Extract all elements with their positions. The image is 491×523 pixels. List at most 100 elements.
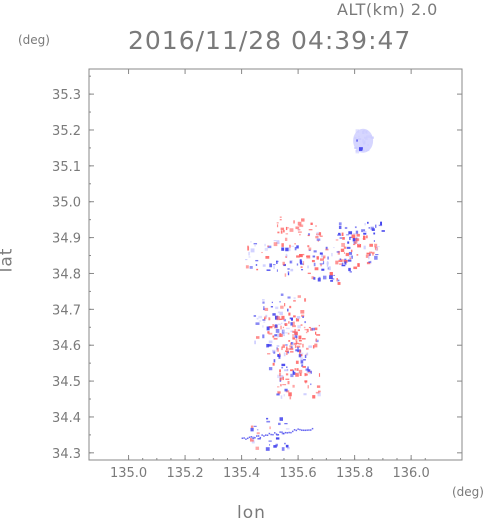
data-cell [368,261,371,263]
data-cell [252,437,254,439]
data-cell [282,432,285,435]
data-cell [261,434,263,436]
data-cell [292,384,295,388]
data-cell [318,232,322,236]
data-cell [297,347,299,349]
data-cell [291,369,294,371]
data-cell [357,244,362,248]
data-cell [318,324,320,327]
data-cell [289,345,293,348]
data-cell [281,431,283,433]
data-cell [286,348,291,350]
data-cell [306,429,308,431]
data-cell [349,271,352,273]
data-cell [299,233,301,236]
data-cell [316,385,321,388]
y-tick-label: 35.2 [52,124,81,139]
data-cell [330,279,334,282]
data-cell [291,430,294,433]
data-cell [311,427,314,430]
data-cell [299,428,301,431]
y-tick-label: 35.1 [52,160,81,175]
plot-frame [88,68,463,461]
data-cell [255,446,260,450]
data-cell [299,259,302,264]
data-cell [290,369,293,372]
data-cell [297,295,301,298]
data-cell [370,135,372,139]
data-cell [277,240,280,244]
data-cell [266,269,271,271]
data-cell [321,254,324,258]
data-cell [338,222,342,226]
data-cell [320,258,324,261]
data-cell [294,334,298,338]
data-cell [297,428,299,430]
data-cell [322,255,326,259]
data-cell [305,332,308,334]
data-cell [341,264,346,267]
data-cell [289,305,292,309]
data-cell [272,362,275,366]
data-cell [315,391,320,394]
data-cell [336,278,338,282]
data-cell [363,236,366,240]
data-cell [278,422,281,426]
data-cell [355,230,359,234]
data-cell [296,255,300,258]
data-cell [272,433,274,436]
data-cell [279,431,281,433]
data-cell [255,264,258,266]
data-cell [329,275,333,280]
data-cell [262,325,264,328]
data-cell [280,293,284,296]
data-cell [275,437,280,440]
data-cell [308,229,313,231]
data-cell [282,329,286,333]
data-cell [292,330,295,333]
data-cell [241,437,244,440]
data-cell [285,344,288,346]
data-cell [289,228,294,232]
data-cell [284,237,288,241]
data-cell [293,315,296,318]
data-cell [270,306,274,308]
data-cell [316,334,321,336]
data-cell [282,326,285,329]
data-cell [287,351,290,354]
data-cell [279,216,282,218]
data-cell [353,266,358,270]
data-cell [317,278,321,282]
data-cell [277,390,281,393]
data-cell [291,342,293,345]
data-cell [290,330,293,333]
data-cell [277,311,281,314]
data-cell [268,332,273,335]
data-cell [356,139,358,142]
data-cell [361,229,366,233]
data-cell [357,138,362,140]
data-cell [263,306,265,310]
data-cell [367,144,369,147]
data-cell [284,369,288,372]
data-cell [297,329,300,332]
data-cell [278,356,281,359]
data-cell [285,226,288,231]
data-cell [303,393,307,396]
data-cell [342,237,345,240]
data-cell [288,431,290,434]
data-cell [285,327,290,330]
data-cell [295,226,300,230]
data-cell [281,447,285,451]
data-cell [292,325,296,328]
data-cell [294,246,297,251]
data-cell [309,328,313,331]
data-cell [305,368,309,371]
data-cell [273,445,277,448]
y-tick-label: 34.5 [52,375,81,390]
data-cell [311,276,315,280]
data-cell [353,244,356,246]
data-cell [316,256,319,260]
data-cell [355,150,360,154]
data-cell [277,433,280,436]
